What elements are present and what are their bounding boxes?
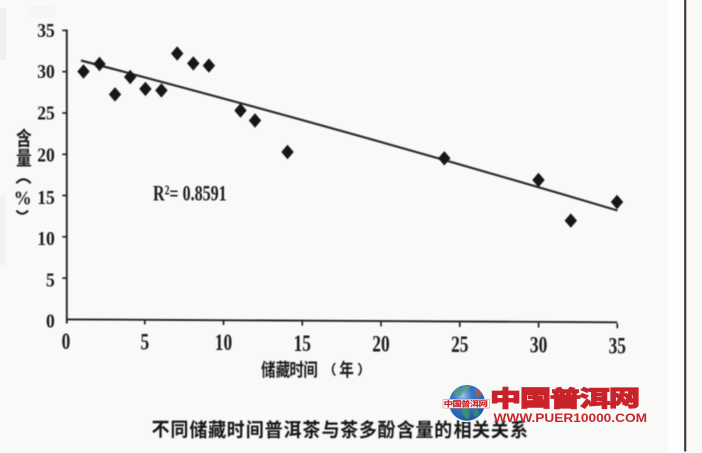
svg-text:15: 15 <box>294 332 311 357</box>
svg-text:35: 35 <box>609 334 626 359</box>
svg-text:10: 10 <box>37 228 55 250</box>
svg-text:30: 30 <box>37 61 55 83</box>
svg-text:35: 35 <box>37 20 55 42</box>
svg-text:20: 20 <box>372 332 389 357</box>
svg-text:25: 25 <box>37 103 55 125</box>
svg-text:20: 20 <box>37 145 55 167</box>
svg-text:R²= 0.8591: R²= 0.8591 <box>153 182 227 206</box>
svg-text:0: 0 <box>46 310 55 332</box>
svg-text:5: 5 <box>140 330 149 355</box>
svg-text:30: 30 <box>530 333 547 358</box>
svg-text:%: % <box>14 188 32 210</box>
svg-text:5: 5 <box>46 270 55 292</box>
svg-text:0: 0 <box>62 330 71 355</box>
svg-text:15: 15 <box>37 187 55 209</box>
svg-text:25: 25 <box>451 333 468 358</box>
svg-text:10: 10 <box>215 331 232 356</box>
svg-text:WWW.PUER10000.COM: WWW.PUER10000.COM <box>494 411 648 425</box>
